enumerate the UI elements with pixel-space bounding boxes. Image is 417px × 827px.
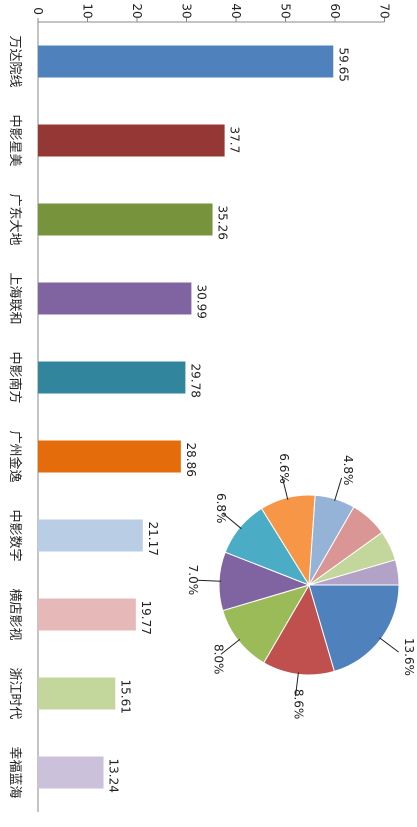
value-tick-label: 10 [81, 3, 95, 18]
data-label: 15.61 [118, 680, 132, 714]
pie-leader-line [281, 476, 289, 500]
bar [38, 677, 116, 710]
bar [38, 756, 104, 789]
pie-leader-line [334, 477, 343, 501]
value-tick-label: 50 [279, 3, 293, 18]
category-label: 横店影视 [7, 588, 22, 640]
bar [38, 361, 186, 394]
value-tick-label: 70 [378, 3, 392, 18]
data-label: 29.78 [188, 364, 202, 398]
pie-slice-label: 7.0% [186, 565, 200, 596]
pie-slice-label: 13.6% [402, 638, 416, 676]
category-label: 幸福蓝海 [7, 746, 22, 798]
bar [38, 45, 334, 78]
data-label: 37.7 [228, 127, 242, 154]
category-label: 广东大地 [7, 193, 22, 245]
category-label: 广州金逸 [7, 430, 23, 482]
value-tick-label: 60 [328, 3, 342, 18]
data-label: 28.86 [184, 443, 198, 477]
pie-slice-label: 8.6% [292, 689, 306, 720]
category-label: 中影星美 [7, 114, 22, 166]
value-tick-label: 40 [229, 3, 243, 18]
value-tick-label: 0 [31, 7, 45, 15]
pie-slice-label: 8.0% [212, 644, 226, 675]
pie-leader-line [379, 637, 399, 653]
bar [38, 282, 192, 315]
pie-slice-label: 4.8% [341, 455, 355, 486]
pie-slice-label: 6.8% [214, 493, 228, 524]
category-label: 上海联和 [7, 272, 22, 324]
category-label: 中影南方 [7, 351, 23, 403]
pie-slice [308, 559, 400, 586]
data-label: 30.99 [194, 285, 208, 319]
bar [38, 440, 181, 473]
bar-chart: 0 10 20 30 40 50 60 70 万达院线 59.65 中影星美 37.7 广东大地 35.2… [7, 3, 392, 812]
data-label: 13.24 [107, 759, 121, 793]
pie-chart: 13.6% 8.6% 8.0% 7.0% 6.8% 6.6% 4.8% [186, 453, 416, 719]
data-label: 21.17 [146, 522, 160, 556]
value-tick-label: 30 [180, 3, 194, 18]
pie-leader-line [197, 579, 222, 582]
bar [38, 124, 225, 157]
value-tick-label: 20 [130, 3, 144, 18]
pie-slice-label: 6.6% [277, 453, 291, 484]
pie-leader-line [220, 638, 241, 655]
category-label: 万达院线 [7, 35, 22, 87]
pie-leader-line [222, 512, 242, 530]
category-label: 中影数字 [7, 509, 22, 561]
bar [38, 598, 136, 631]
data-label: 19.77 [139, 601, 153, 635]
data-label: 35.26 [216, 206, 230, 240]
pie-leader-line [295, 672, 299, 697]
category-label: 浙江时代 [7, 667, 22, 719]
bar [38, 203, 213, 236]
bar [38, 519, 143, 552]
data-label: 59.65 [336, 48, 350, 82]
